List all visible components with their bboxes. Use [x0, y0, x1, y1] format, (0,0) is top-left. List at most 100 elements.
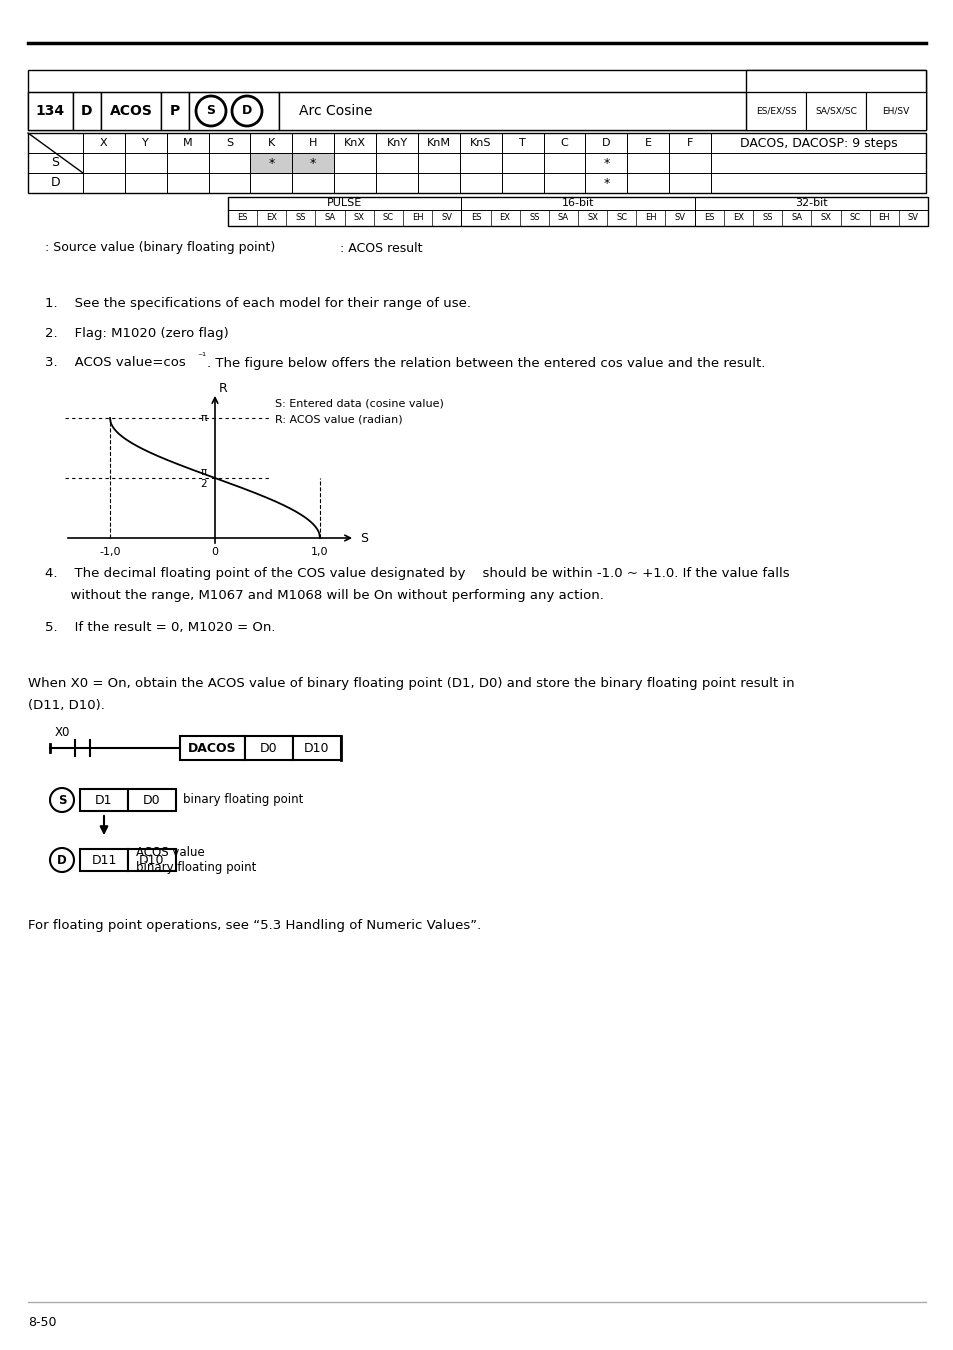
Text: EH/SV: EH/SV: [882, 107, 908, 116]
Text: 1.    See the specifications of each model for their range of use.: 1. See the specifications of each model …: [45, 297, 471, 309]
Bar: [73, 92, 101, 130]
Text: D: D: [601, 138, 610, 148]
Text: D10: D10: [139, 853, 165, 867]
Text: 0: 0: [212, 547, 218, 558]
Text: Arc Cosine: Arc Cosine: [298, 104, 372, 117]
Text: ACOS value: ACOS value: [136, 846, 205, 860]
Text: 1,0: 1,0: [311, 547, 329, 558]
Text: SX: SX: [586, 213, 598, 223]
Text: ACOS: ACOS: [110, 104, 152, 117]
Text: : ACOS result: : ACOS result: [339, 242, 422, 255]
Bar: [28, 134, 925, 193]
Bar: [292, 153, 334, 173]
Bar: [228, 197, 927, 225]
Text: D0: D0: [260, 741, 277, 755]
Text: SS: SS: [529, 213, 539, 223]
Text: SC: SC: [382, 213, 394, 223]
Bar: [251, 153, 292, 173]
Text: KnM: KnM: [426, 138, 451, 148]
Text: : Source value (binary floating point): : Source value (binary floating point): [45, 242, 275, 255]
Text: D: D: [51, 177, 60, 189]
Text: -1,0: -1,0: [99, 547, 121, 558]
Text: KnX: KnX: [344, 138, 366, 148]
Bar: [128, 849, 175, 871]
Text: without the range, M1067 and M1068 will be On without performing any action.: without the range, M1067 and M1068 will …: [45, 589, 603, 602]
Text: ES: ES: [470, 213, 480, 223]
Bar: [180, 736, 245, 760]
Text: ES: ES: [237, 213, 248, 223]
Text: SV: SV: [907, 213, 918, 223]
Text: π: π: [200, 413, 207, 423]
Text: C: C: [560, 138, 568, 148]
Text: S: S: [206, 104, 215, 117]
Bar: [245, 736, 293, 760]
Text: D1: D1: [95, 794, 112, 806]
Bar: [189, 92, 278, 130]
Text: π
2: π 2: [200, 467, 207, 489]
Text: P: P: [170, 104, 180, 117]
Bar: [128, 788, 175, 811]
Text: KnY: KnY: [386, 138, 407, 148]
Text: *: *: [602, 157, 609, 170]
Bar: [745, 70, 925, 130]
Text: D: D: [81, 104, 92, 117]
Text: SX: SX: [354, 213, 364, 223]
Text: X: X: [100, 138, 108, 148]
Text: E: E: [644, 138, 651, 148]
Text: . The figure below offers the relation between the entered cos value and the res: . The figure below offers the relation b…: [207, 356, 764, 370]
Text: H: H: [309, 138, 317, 148]
Text: 134: 134: [35, 104, 65, 117]
Text: R: R: [219, 382, 228, 394]
Text: SC: SC: [848, 213, 860, 223]
Text: ⁻¹: ⁻¹: [196, 352, 206, 362]
Text: 4.    The decimal floating point of the COS value designated by    should be wit: 4. The decimal floating point of the COS…: [45, 567, 789, 579]
Text: SA: SA: [324, 213, 335, 223]
Text: S: Entered data (cosine value): S: Entered data (cosine value): [274, 398, 443, 408]
Text: For floating point operations, see “5.3 Handling of Numeric Values”.: For floating point operations, see “5.3 …: [28, 918, 480, 932]
Bar: [80, 849, 128, 871]
Text: S: S: [51, 157, 59, 170]
Text: *: *: [602, 177, 609, 189]
Bar: [161, 92, 189, 130]
Text: SA/SX/SC: SA/SX/SC: [814, 107, 856, 116]
Text: S: S: [58, 794, 66, 806]
Text: D11: D11: [91, 853, 116, 867]
Text: R: ACOS value (radian): R: ACOS value (radian): [274, 414, 402, 424]
Text: F: F: [686, 138, 693, 148]
Text: binary floating point: binary floating point: [136, 861, 256, 875]
Text: ES: ES: [703, 213, 714, 223]
Text: EX: EX: [732, 213, 743, 223]
Text: S: S: [226, 138, 233, 148]
Bar: [805, 92, 865, 130]
Text: EX: EX: [499, 213, 510, 223]
Text: 16-bit: 16-bit: [561, 198, 594, 208]
Text: K: K: [268, 138, 274, 148]
Text: 32-bit: 32-bit: [794, 198, 827, 208]
Text: X0: X0: [55, 725, 71, 738]
Text: M: M: [183, 138, 193, 148]
Text: SA: SA: [790, 213, 801, 223]
Text: SA: SA: [558, 213, 568, 223]
Text: EX: EX: [266, 213, 277, 223]
Text: When X0 = On, obtain the ACOS value of binary floating point (D1, D0) and store : When X0 = On, obtain the ACOS value of b…: [28, 676, 794, 690]
Text: 5.    If the result = 0, M1020 = On.: 5. If the result = 0, M1020 = On.: [45, 621, 275, 634]
Text: KnS: KnS: [470, 138, 491, 148]
Text: *: *: [268, 157, 274, 170]
Bar: [28, 92, 73, 130]
Text: SV: SV: [441, 213, 452, 223]
Text: DACOS, DACOSP: 9 steps: DACOS, DACOSP: 9 steps: [739, 136, 897, 150]
Text: DACOS: DACOS: [188, 741, 236, 755]
Text: S: S: [359, 532, 368, 544]
Text: (D11, D10).: (D11, D10).: [28, 698, 105, 711]
Text: SX: SX: [820, 213, 831, 223]
Text: EH: EH: [644, 213, 656, 223]
Text: D: D: [242, 104, 252, 117]
Text: SS: SS: [295, 213, 306, 223]
Bar: [101, 92, 161, 130]
Bar: [80, 788, 128, 811]
Text: ES/EX/SS: ES/EX/SS: [755, 107, 796, 116]
Text: SS: SS: [761, 213, 772, 223]
Text: D: D: [57, 853, 67, 867]
Text: D10: D10: [304, 741, 330, 755]
Bar: [745, 92, 805, 130]
